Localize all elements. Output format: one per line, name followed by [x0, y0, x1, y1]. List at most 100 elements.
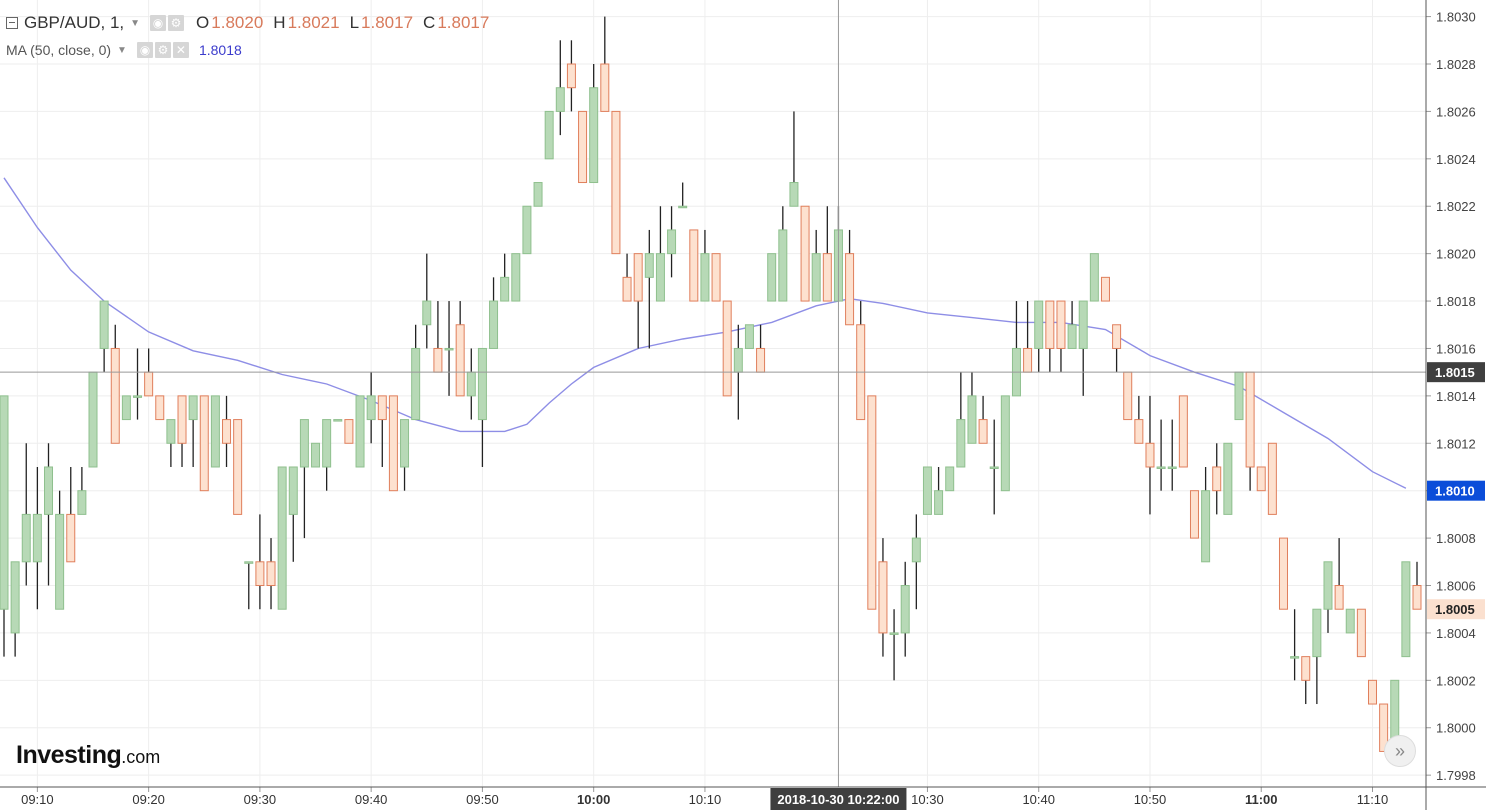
- candle-up: [277, 466, 287, 610]
- y-tick-label: 1.8012: [1436, 436, 1476, 451]
- candle-down: [377, 395, 387, 421]
- candle-up: [477, 347, 487, 421]
- candle-up: [655, 253, 665, 302]
- candle-down: [433, 347, 443, 373]
- x-tick-label: 09:10: [21, 792, 54, 807]
- moving-average-layer: [3, 177, 1407, 489]
- time-axis[interactable]: 09:10 09:20 09:30 09:40 09:50 10:00 10:10 10:30…: [0, 786, 1486, 807]
- x-tick-label: 10:00: [577, 792, 610, 807]
- y-tick-label: 1.8004: [1436, 626, 1476, 641]
- candle-up: [945, 466, 955, 492]
- candle-up: [1201, 490, 1211, 563]
- candle-up: [88, 371, 98, 468]
- eye-icon[interactable]: ◉: [150, 15, 167, 31]
- candle-up: [667, 229, 677, 255]
- candle-down: [722, 300, 732, 397]
- symbol-legend: GBP/AUD, 1, ▼ ◉ ⚙ O 1.8020 H 1.8021 L 1.…: [6, 13, 489, 33]
- high-label: H: [273, 13, 286, 32]
- candle-down: [1301, 656, 1311, 681]
- candle-down: [566, 63, 576, 89]
- candle-up: [422, 300, 432, 326]
- y-tick-label: 1.7998: [1436, 768, 1476, 783]
- candle-up: [210, 395, 220, 468]
- candle-down: [1256, 466, 1266, 492]
- candle-up: [133, 395, 143, 398]
- y-tick-label: 1.8020: [1436, 247, 1476, 262]
- candle-up: [0, 395, 9, 610]
- candle-up: [1034, 300, 1044, 349]
- low-label: L: [349, 13, 360, 32]
- crosshair-price-tag-bg: [1427, 362, 1485, 383]
- close-label: C: [423, 13, 436, 32]
- investing-logo[interactable]: Investing.com: [16, 741, 160, 770]
- y-tick-label: 1.8022: [1436, 199, 1476, 214]
- candle-up: [1290, 656, 1300, 659]
- ma-label[interactable]: MA (50, close, 0): [6, 42, 112, 58]
- candle-up: [889, 632, 899, 635]
- collapse-icon[interactable]: [6, 17, 18, 29]
- candle-up: [544, 110, 554, 160]
- candle-up: [322, 419, 332, 468]
- y-tick-label: 1.8016: [1436, 341, 1476, 356]
- gear-icon[interactable]: ⚙: [154, 42, 171, 58]
- chevron-down-icon[interactable]: ▼: [117, 44, 127, 56]
- chevron-down-icon[interactable]: ▼: [130, 17, 141, 29]
- candle-down: [1178, 395, 1188, 468]
- eye-icon[interactable]: ◉: [136, 42, 153, 58]
- candle-up: [934, 490, 944, 515]
- candle-up: [32, 513, 42, 563]
- candle-down: [388, 395, 398, 492]
- candle-down: [1278, 537, 1288, 610]
- candle-down: [845, 253, 855, 326]
- crosshair: 2018-10-30 10:22:00: [0, 0, 1426, 810]
- candle-up: [911, 537, 921, 563]
- candle-up: [500, 276, 510, 302]
- x-tick-label: 10:10: [689, 792, 722, 807]
- symbol-label[interactable]: GBP/AUD, 1,: [24, 13, 125, 32]
- close-icon[interactable]: ✕: [172, 42, 189, 58]
- candle-up: [1067, 324, 1077, 349]
- open-label: O: [196, 13, 210, 32]
- candle-up: [55, 513, 65, 610]
- candle-down: [822, 253, 832, 302]
- candle-down: [177, 395, 187, 444]
- candle-up: [121, 395, 131, 421]
- candle-down: [1056, 300, 1066, 349]
- moving-average-line: [3, 177, 1407, 489]
- x-tick-label: 10:30: [911, 792, 944, 807]
- last-price-tag-bg: [1427, 599, 1485, 620]
- candle-up: [533, 182, 543, 207]
- candle-up: [778, 229, 788, 302]
- candle-down: [1189, 490, 1199, 539]
- candle-up: [400, 419, 410, 468]
- candle-up: [366, 395, 376, 421]
- candle-down: [455, 324, 465, 397]
- candle-up: [444, 347, 454, 351]
- candle-down: [622, 276, 632, 302]
- logo-domain: .com: [121, 747, 161, 767]
- candle-up: [900, 585, 910, 634]
- candle-down: [878, 561, 888, 634]
- candle-up: [1089, 253, 1099, 302]
- y-tick-label: 1.8026: [1436, 104, 1476, 119]
- scroll-to-latest-button[interactable]: »: [1384, 735, 1416, 767]
- x-tick-label: 09:50: [466, 792, 499, 807]
- x-tick-label: 09:20: [132, 792, 165, 807]
- gear-icon[interactable]: ⚙: [168, 15, 185, 31]
- candle-down: [1112, 324, 1122, 349]
- candle-up: [333, 419, 343, 422]
- candles-layer: [0, 16, 1422, 752]
- candle-up: [1078, 300, 1088, 349]
- candle-down: [1045, 300, 1055, 349]
- y-tick-label: 1.8028: [1436, 57, 1476, 72]
- candle-down: [1100, 276, 1110, 302]
- open-value: 1.8020: [211, 13, 264, 32]
- candle-up: [489, 300, 499, 349]
- ma-value: 1.8018: [198, 42, 242, 58]
- candle-up: [1323, 561, 1333, 610]
- candle-up: [1234, 371, 1244, 421]
- price-axis[interactable]: 1.7998 1.8000 1.8002 1.8004 1.8006 1.8008 1.80…: [1425, 0, 1485, 810]
- y-tick-label: 1.8030: [1436, 10, 1476, 25]
- candle-down: [199, 395, 209, 492]
